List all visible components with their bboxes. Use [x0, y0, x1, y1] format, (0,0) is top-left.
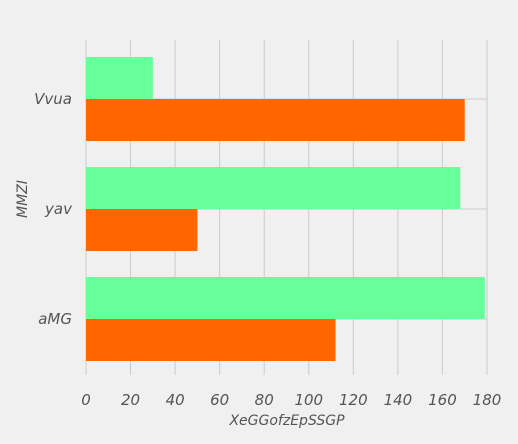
x-tick-label: 180: [473, 391, 502, 409]
x-tick-label: 100: [294, 391, 323, 409]
x-tick-label: 80: [255, 391, 274, 409]
bar-aMG-series-2: [86, 319, 336, 361]
x-tick-label: 120: [339, 391, 368, 409]
x-tick-label: 20: [121, 391, 140, 409]
category-label: Vvua: [34, 90, 72, 108]
category-label: yav: [44, 200, 73, 218]
ticks: 0 20 40 60 80 100 120 140 160 180 Vvua yav aMG: [34, 90, 501, 409]
bar-yav-series-1: [86, 167, 461, 209]
bar-Vvua-series-2: [86, 99, 465, 141]
x-axis-label: XeGGofzEpSSGP: [228, 413, 345, 429]
x-tick-label: 0: [81, 391, 91, 409]
bar-yav-series-2: [86, 209, 198, 251]
y-axis-label: MMZI: [15, 180, 31, 218]
category-label: aMG: [38, 310, 72, 328]
x-tick-label: 140: [384, 391, 413, 409]
bar-aMG-series-1: [86, 277, 485, 319]
bar-Vvua-series-1: [86, 57, 153, 99]
x-tick-label: 60: [210, 391, 229, 409]
x-tick-label: 40: [166, 391, 185, 409]
x-tick-label: 160: [428, 391, 457, 409]
bars: [86, 57, 485, 361]
